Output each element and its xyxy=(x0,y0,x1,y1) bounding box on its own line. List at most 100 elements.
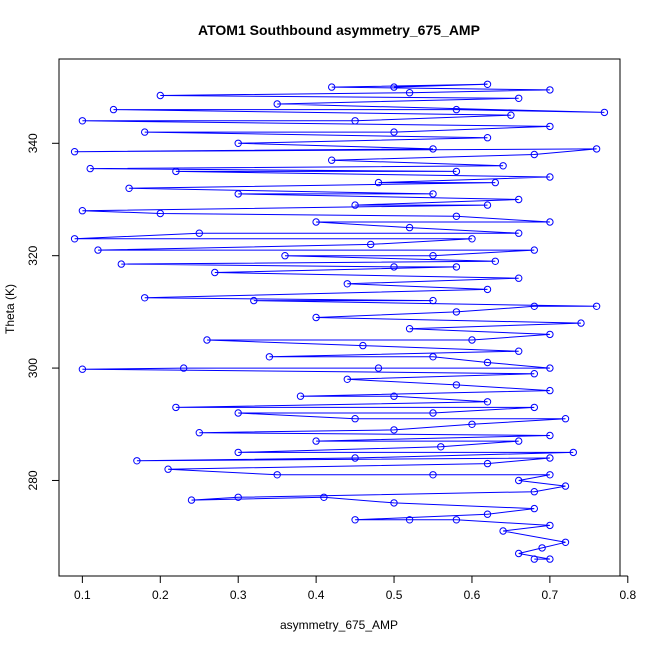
data-point xyxy=(530,302,538,310)
x-tick-label: 0.8 xyxy=(619,588,636,602)
data-point xyxy=(592,145,601,153)
data-point xyxy=(429,296,437,305)
data-point xyxy=(351,201,359,209)
data-point xyxy=(390,426,398,434)
data-point xyxy=(546,218,554,226)
data-point xyxy=(234,409,242,417)
x-tick-label: 0.3 xyxy=(230,588,247,602)
data-point xyxy=(328,83,336,91)
data-point xyxy=(390,392,398,400)
data-point xyxy=(561,538,570,546)
data-point xyxy=(195,229,204,237)
data-point xyxy=(437,443,445,451)
data-point xyxy=(156,209,165,218)
data-point xyxy=(180,364,188,372)
data-point xyxy=(390,499,398,507)
data-point xyxy=(546,173,554,181)
data-point xyxy=(530,403,538,412)
data-point xyxy=(515,195,523,204)
data-point xyxy=(483,510,492,518)
data-point xyxy=(546,431,554,440)
data-point xyxy=(452,516,461,524)
data-point xyxy=(577,319,585,327)
x-tick-label: 0.2 xyxy=(152,588,169,602)
data-point xyxy=(600,108,609,117)
data-point xyxy=(109,105,118,114)
data-point xyxy=(483,80,492,89)
data-point xyxy=(483,134,492,142)
data-point xyxy=(343,280,351,288)
data-point xyxy=(530,150,538,159)
data-point xyxy=(452,308,461,316)
data-point xyxy=(546,364,554,372)
data-point xyxy=(530,370,538,378)
data-point xyxy=(374,178,383,187)
data-point xyxy=(195,429,204,437)
data-point xyxy=(359,341,367,350)
data-point xyxy=(234,190,242,198)
data-point xyxy=(141,128,149,136)
plot-frame xyxy=(58,58,621,577)
data-point xyxy=(499,162,507,170)
data-point xyxy=(515,549,523,558)
data-point xyxy=(390,263,398,271)
data-point xyxy=(94,246,102,254)
data-point xyxy=(538,544,546,552)
data-point xyxy=(312,437,320,445)
x-tick-label: 0.6 xyxy=(464,588,481,602)
data-point xyxy=(273,471,281,479)
data-point xyxy=(296,392,305,400)
data-point xyxy=(530,504,538,513)
data-point xyxy=(530,488,538,496)
data-point xyxy=(468,235,476,243)
data-point xyxy=(515,274,523,282)
data-point xyxy=(78,207,87,215)
data-point xyxy=(351,516,359,524)
data-point xyxy=(468,420,476,428)
chart-title: ATOM1 Southbound asymmetry_675_AMP xyxy=(198,22,480,38)
data-point xyxy=(546,122,554,131)
data-point xyxy=(491,178,499,187)
y-tick-label: 320 xyxy=(26,245,40,265)
data-point xyxy=(390,83,398,91)
data-point xyxy=(312,313,320,322)
data-point xyxy=(515,229,523,237)
y-axis-label: Theta (K) xyxy=(3,284,17,334)
data-point xyxy=(141,294,149,302)
data-point xyxy=(452,263,461,271)
data-point xyxy=(429,409,437,417)
series-line xyxy=(74,83,605,560)
y-tick-label: 340 xyxy=(26,133,40,153)
data-point xyxy=(546,471,554,479)
data-point xyxy=(499,527,507,535)
data-point xyxy=(351,415,359,423)
data-point xyxy=(203,336,211,344)
data-point xyxy=(320,493,328,501)
data-point xyxy=(70,148,79,156)
data-point xyxy=(405,89,414,97)
data-point xyxy=(515,437,523,445)
data-point xyxy=(483,358,492,367)
data-point xyxy=(86,164,94,173)
data-point xyxy=(468,336,476,344)
data-point xyxy=(405,223,414,232)
data-point xyxy=(546,86,554,94)
data-point xyxy=(343,375,351,383)
data-point xyxy=(561,482,570,490)
data-point xyxy=(515,94,523,103)
data-point xyxy=(429,471,437,479)
data-point xyxy=(211,268,219,277)
data-point xyxy=(78,365,87,373)
data-point xyxy=(281,252,289,260)
data-point xyxy=(133,457,141,465)
data-point xyxy=(561,415,570,423)
data-point xyxy=(452,105,461,114)
data-point xyxy=(452,212,461,221)
data-point xyxy=(530,555,538,563)
data-point xyxy=(328,156,336,164)
data-point xyxy=(429,252,437,260)
data-point xyxy=(78,117,87,125)
